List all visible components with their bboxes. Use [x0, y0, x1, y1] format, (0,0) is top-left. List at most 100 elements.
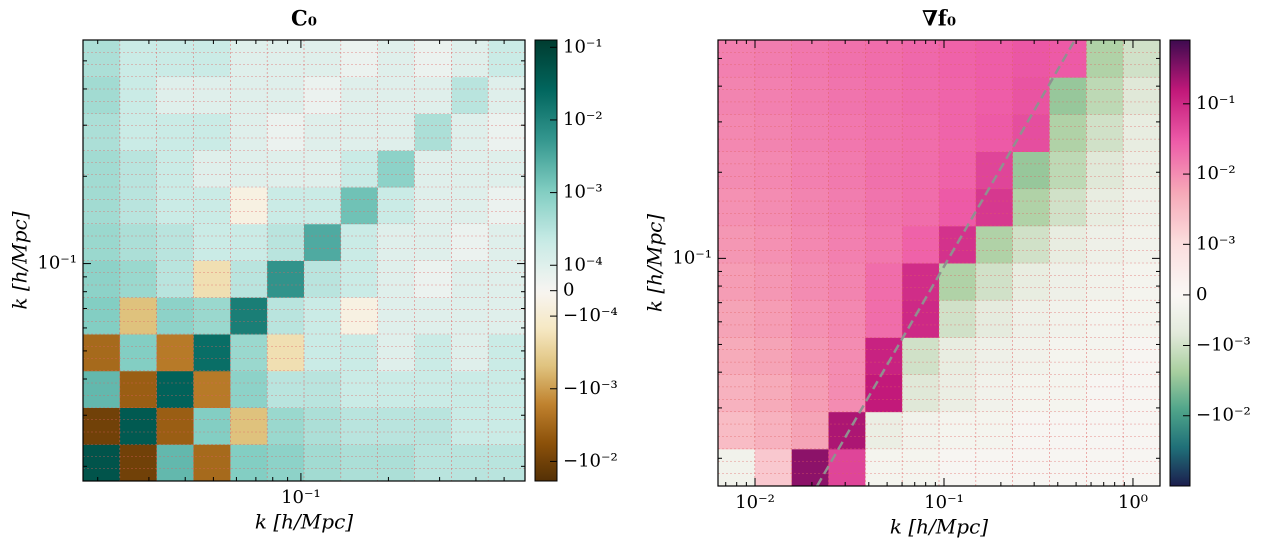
heatmap-cell	[718, 263, 756, 301]
heatmap-cell	[377, 187, 415, 225]
heatmap-cell	[451, 444, 489, 482]
heatmap-cell	[791, 263, 829, 301]
heatmap-cell	[791, 448, 829, 487]
heatmap-cell	[1049, 188, 1087, 227]
heatmap-cell	[267, 76, 305, 114]
heatmap-cell	[902, 225, 940, 264]
heatmap-cell	[939, 151, 977, 190]
heatmap-cell	[939, 77, 977, 115]
heatmap-cell	[304, 260, 342, 298]
y-tick-label: 10⁻¹	[37, 253, 77, 274]
heatmap-cell	[267, 223, 305, 261]
colorbar-tick-label: 10⁻²	[1196, 163, 1236, 184]
heatmap-cell	[414, 223, 452, 261]
heatmap-cell	[83, 187, 121, 225]
heatmap-cell	[267, 150, 305, 188]
heatmap-cell	[451, 260, 489, 298]
heatmap-cell	[193, 150, 231, 188]
heatmap-cell	[193, 297, 231, 335]
heatmap-cell	[828, 374, 866, 413]
heatmap-cell	[451, 40, 489, 78]
heatmap-cell	[193, 113, 231, 151]
heatmap-cell	[488, 150, 526, 188]
heatmap-cell	[1086, 225, 1124, 264]
heatmap-cell	[754, 151, 793, 190]
chart-title: C₀	[291, 6, 317, 31]
heatmap-cell	[377, 297, 415, 335]
heatmap-cell	[304, 76, 342, 114]
heatmap-cell	[414, 187, 452, 225]
heatmap-cell	[791, 225, 829, 264]
heatmap-cell	[1049, 77, 1087, 115]
heatmap-cell	[451, 187, 489, 225]
heatmap-cell	[718, 300, 756, 338]
heatmap-cell	[193, 223, 231, 261]
heatmap-cell	[1049, 411, 1087, 450]
heatmap-cell	[414, 260, 452, 298]
heatmap-cell	[975, 77, 1014, 115]
heatmap-cell	[828, 337, 866, 375]
heatmap-cell	[902, 337, 940, 375]
heatmap-cell	[230, 297, 268, 335]
heatmap-cell	[230, 187, 268, 225]
heatmap-cell	[156, 40, 194, 78]
heatmap-cell	[754, 448, 793, 487]
heatmap-cell	[83, 297, 121, 335]
heatmap-cell	[488, 444, 526, 482]
x-tick-label: 10⁰	[1118, 492, 1148, 513]
heatmap-cell	[865, 114, 903, 152]
heatmap-cell	[156, 223, 194, 261]
heatmap-cell	[718, 188, 756, 227]
heatmap-cell	[1086, 411, 1124, 450]
heatmap-cell	[1123, 77, 1161, 115]
heatmap-cell	[975, 40, 1014, 78]
heatmap-cell	[230, 444, 268, 482]
plot-frame	[717, 39, 1161, 487]
heatmap-cell	[1086, 151, 1124, 190]
heatmap-cell	[1012, 77, 1050, 115]
heatmap-cell	[939, 300, 977, 338]
heatmap-cell	[754, 411, 793, 450]
heatmap-cell	[451, 113, 489, 151]
heatmap-cell	[267, 370, 305, 408]
heatmap-cell	[156, 370, 194, 408]
heatmap-cell	[1123, 40, 1161, 78]
heatmap-cell	[865, 374, 903, 413]
heatmap-cell	[488, 260, 526, 298]
heatmap-cell	[718, 337, 756, 375]
heatmap-cell	[754, 225, 793, 264]
heatmap-cell	[340, 187, 379, 225]
heatmap-cell	[304, 407, 342, 445]
heatmap-cell	[83, 334, 121, 372]
heatmap-cell	[488, 370, 526, 408]
heatmap-cell	[1049, 448, 1087, 487]
heatmap-cell	[156, 260, 194, 298]
heatmap-cell	[865, 40, 903, 78]
heatmap-cell	[1049, 300, 1087, 338]
heatmap-cell	[902, 263, 940, 301]
heatmap-cell	[1123, 337, 1161, 375]
heatmap-cell	[865, 151, 903, 190]
x-axis-label: k [h/Mpc]	[255, 510, 353, 534]
colorbar-tick-label: −10⁻²	[563, 450, 618, 471]
heatmap-cell	[156, 113, 194, 151]
heatmap-cell	[156, 150, 194, 188]
heatmap-cell	[414, 113, 452, 151]
heatmap-cell	[451, 407, 489, 445]
heatmap-cell	[902, 411, 940, 450]
plot-frame	[82, 39, 526, 482]
heatmap-cell	[865, 77, 903, 115]
heatmap-cell	[975, 448, 1014, 487]
heatmap-cell	[754, 77, 793, 115]
heatmap-cell	[83, 370, 121, 408]
heatmap-cell	[156, 297, 194, 335]
heatmap-cell	[754, 263, 793, 301]
heatmap-cell	[828, 411, 866, 450]
heatmap-cell	[754, 188, 793, 227]
heatmap-cell	[340, 334, 379, 372]
heatmap-cell	[230, 370, 268, 408]
heatmap-cell	[1049, 374, 1087, 413]
heatmap-cell	[156, 407, 194, 445]
heatmap-cell	[230, 334, 268, 372]
heatmap-cell	[754, 114, 793, 152]
